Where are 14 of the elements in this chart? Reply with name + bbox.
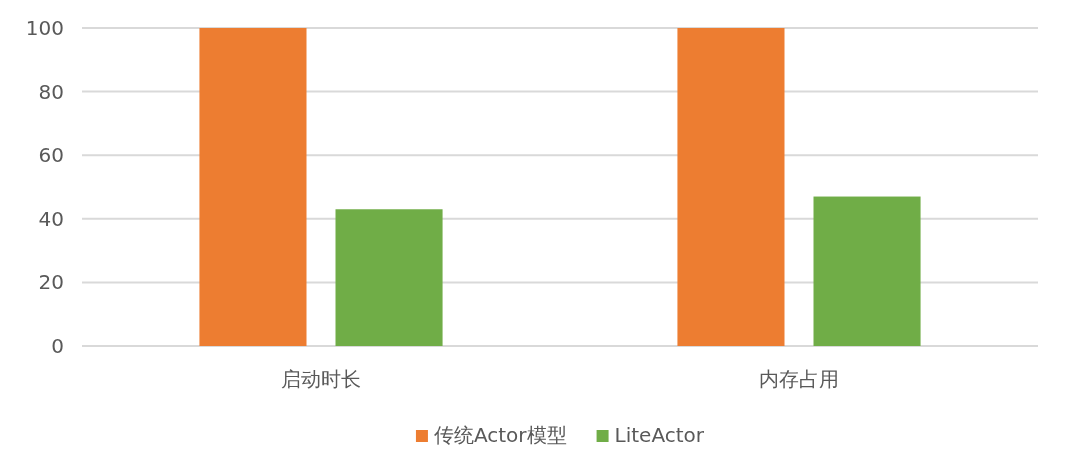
y-tick-label: 60	[38, 143, 64, 168]
bar	[199, 28, 307, 346]
bar	[813, 196, 921, 346]
x-tick-label: 内存占用	[759, 367, 839, 391]
bar	[335, 209, 443, 346]
y-tick-label: 100	[25, 16, 64, 40]
y-tick-label: 80	[38, 79, 64, 104]
y-tick-label: 0	[51, 334, 64, 358]
x-tick-label: 启动时长	[281, 367, 361, 391]
legend-label: 传统Actor模型	[433, 423, 567, 447]
legend-label: LiteActor	[614, 423, 705, 447]
y-tick-label: 20	[38, 270, 64, 295]
y-tick-label: 40	[38, 206, 64, 231]
bar	[677, 28, 785, 346]
